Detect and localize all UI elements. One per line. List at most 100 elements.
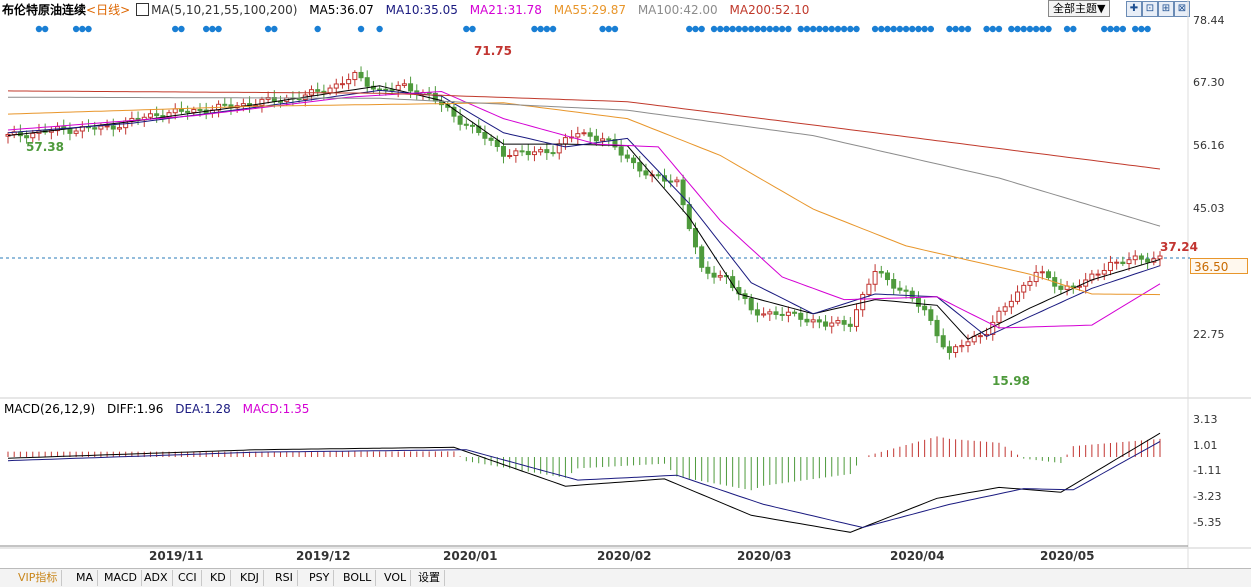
signal-dot [1020, 25, 1027, 33]
tab-vol[interactable]: VOL [380, 570, 412, 586]
layout-icon[interactable]: ⊡ [1142, 1, 1158, 17]
ma-label: MA(5,10,21,55,100,200) [151, 3, 298, 17]
macd-tick-label: -5.35 [1193, 516, 1222, 529]
candle-up [959, 345, 965, 348]
tab-cci[interactable]: CCI [174, 570, 202, 586]
signal-dot [209, 25, 216, 33]
tab-rsi[interactable]: RSI [271, 570, 298, 586]
candle-up [333, 83, 339, 89]
signal-dot [915, 25, 922, 33]
candle-up [30, 132, 36, 139]
tab-adx[interactable]: ADX [140, 570, 173, 586]
signal-dot [599, 25, 606, 33]
candle-down [500, 146, 506, 157]
candle-down [624, 154, 630, 159]
signal-dot [85, 25, 92, 33]
candle-down [587, 132, 593, 137]
ma-settings-icon[interactable] [136, 3, 150, 16]
candle-up [259, 98, 265, 106]
signal-dot [840, 25, 848, 33]
candle-up [327, 87, 333, 94]
candle-down [692, 228, 698, 248]
price-tick-label: 67.30 [1193, 76, 1225, 89]
candle-down [779, 313, 785, 316]
candle-down [593, 135, 599, 142]
signal-dot [1101, 25, 1108, 33]
signal-dot [1014, 25, 1021, 33]
ma-line-ma21 [7, 90, 1161, 329]
macd-line-dea [7, 441, 1161, 529]
candle-down [816, 319, 822, 323]
x-tick-label: 2020/01 [443, 549, 498, 563]
candle-up [866, 283, 872, 295]
signal-dot [463, 25, 470, 33]
candle-down [711, 272, 717, 278]
ma55-value: MA55:29.87 [553, 3, 626, 17]
tab-settings[interactable]: 设置 [414, 570, 445, 586]
signal-dot [1132, 25, 1139, 33]
candle-down [383, 88, 389, 91]
tab-kdj[interactable]: KDJ [236, 570, 264, 586]
maximize-icon[interactable]: ⊠ [1174, 1, 1190, 17]
signal-dot [1138, 25, 1145, 33]
candle-down [494, 139, 500, 148]
candle-up [1132, 255, 1138, 261]
candle-up [717, 275, 723, 278]
signal-dot [1070, 25, 1077, 33]
signal-dot [1039, 25, 1046, 33]
candle-down [488, 137, 494, 141]
tab-kd[interactable]: KD [206, 570, 231, 586]
tab-psy[interactable]: PSY [305, 570, 335, 586]
candle-up [854, 309, 860, 327]
signal-dot [946, 25, 953, 33]
x-tick-label: 2019/11 [149, 549, 204, 563]
signal-dot [785, 25, 792, 33]
signal-dot [1008, 25, 1015, 33]
theme-dropdown[interactable]: 全部主题▼ [1048, 0, 1111, 17]
signal-dot [927, 25, 935, 33]
signal-dot [896, 25, 904, 33]
signal-dot [692, 25, 699, 33]
candle-up [116, 127, 122, 130]
signal-dot [357, 25, 365, 33]
candle-down [1046, 271, 1052, 279]
candle-down [798, 312, 804, 320]
candle-down [699, 246, 705, 268]
signal-dot [717, 25, 724, 33]
candle-up [990, 321, 996, 335]
candle-down [897, 287, 903, 291]
dea-value: DEA:1.28 [175, 402, 231, 416]
signal-dot [1113, 25, 1120, 33]
grid-icon[interactable]: ⊞ [1158, 1, 1174, 17]
add-icon[interactable]: ✚ [1126, 1, 1142, 17]
instrument-title: 布伦特原油连续 [2, 3, 87, 17]
candle-down [67, 128, 73, 134]
candle-up [1008, 300, 1014, 308]
ma200-value: MA200:52.10 [729, 3, 810, 17]
signal-dot [314, 25, 321, 33]
candle-up [953, 346, 959, 353]
candle-up [674, 179, 680, 183]
candle-up [996, 310, 1002, 323]
x-tick-label: 2019/12 [296, 549, 351, 563]
candle-down [315, 89, 321, 92]
candle-down [525, 150, 531, 156]
signal-dot [884, 25, 891, 33]
signal-dot [35, 25, 43, 33]
candle-up [147, 113, 153, 118]
tab-vip[interactable]: VIP指标 [14, 570, 63, 586]
macd-tick-label: 1.01 [1193, 439, 1218, 452]
candle-down [940, 335, 946, 348]
tab-macd[interactable]: MACD [100, 570, 142, 586]
tab-ma[interactable]: MA [72, 570, 99, 586]
tab-boll[interactable]: BOLL [339, 570, 377, 586]
macd-tick-label: -1.11 [1193, 464, 1222, 477]
signal-dot [822, 25, 829, 33]
candle-down [197, 109, 203, 112]
candle-up [1002, 306, 1008, 312]
candle-down [792, 311, 798, 314]
signal-dot [172, 25, 179, 33]
signal-dot [989, 25, 996, 33]
signal-dot [952, 25, 959, 33]
period-label[interactable]: <日线> [86, 3, 131, 17]
